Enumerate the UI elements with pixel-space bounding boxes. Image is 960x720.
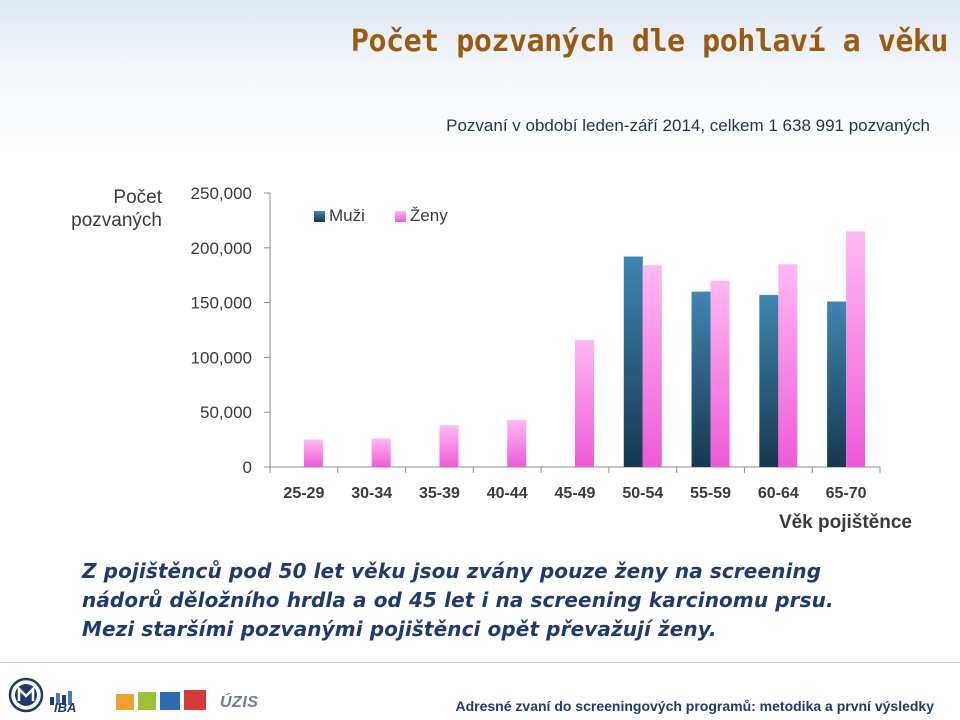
x-axis: 25-29 30-34 35-39 40-44 45-49 50-54 55-59 60-64…	[269, 466, 881, 502]
bar-men	[691, 291, 711, 467]
bar-chart: 0 50,000 100,000 150,000 200,000 250,000 25-2…	[191, 184, 881, 502]
bar-women	[642, 265, 662, 467]
y-axis: 0 50,000 100,000 150,000 200,000 250,000	[191, 184, 271, 477]
footer-divider	[0, 662, 960, 663]
legend-label-men: Muži	[329, 206, 365, 225]
legend-item-women: Ženy	[394, 206, 448, 226]
x-tick-label: 45-49	[555, 485, 596, 502]
bar-women	[575, 339, 594, 467]
legend-swatch-women	[394, 210, 406, 222]
x-tick-label: 35-39	[419, 485, 460, 502]
bar-women	[846, 231, 866, 467]
x-tick-label: 65-70	[826, 485, 867, 502]
x-tick-label: 40-44	[487, 485, 528, 502]
legend-label-women: Ženy	[409, 206, 448, 225]
bar-women	[710, 280, 730, 467]
footer-caption: Adresné zvaní do screeningových programů…	[455, 698, 935, 714]
x-tick-label: 30-34	[351, 485, 392, 502]
bar-men	[827, 301, 847, 467]
y-tick-label: 250,000	[191, 184, 252, 203]
commentary-line: nádorů děložního hrdla a od 45 let i na …	[82, 588, 834, 612]
y-axis-label: Počet pozvaných	[71, 187, 162, 231]
x-tick-label: 25-29	[283, 485, 324, 502]
bar-men	[759, 294, 779, 467]
slide-footer: IBA ÚZIS Adresné zvaní do screeningových…	[0, 662, 960, 720]
legend-item-men: Muži	[314, 206, 365, 226]
y-tick-label: 100,000	[191, 348, 252, 367]
chart-subtitle: Pozvaní v období leden-září 2014, celkem…	[446, 116, 930, 135]
iba-logo-icon	[50, 691, 72, 705]
x-tick-label: 50-54	[622, 485, 663, 502]
bar-women	[371, 438, 391, 467]
y-tick-label: 150,000	[191, 294, 252, 313]
y-tick-label: 50,000	[200, 403, 252, 422]
bar-women	[303, 439, 323, 467]
chart-legend: Muži Ženy	[314, 206, 448, 226]
bars	[303, 231, 866, 467]
university-seal-icon	[8, 677, 44, 713]
bar-women	[507, 419, 527, 467]
partner-logos-icon	[116, 690, 206, 710]
bar-women	[439, 425, 459, 467]
x-tick-label: 55-59	[690, 485, 731, 502]
y-tick-label: 0	[243, 458, 252, 477]
commentary-line: Z pojištěnců pod 50 let věku jsou zvány …	[82, 559, 822, 583]
bar-men	[623, 256, 643, 467]
y-tick-label: 200,000	[191, 239, 252, 258]
commentary-text: Z pojištěnců pod 50 let věku jsou zvány …	[82, 557, 942, 644]
iba-logo-text: IBA	[54, 700, 77, 715]
x-tick-label: 60-64	[758, 485, 799, 502]
bar-women	[778, 264, 798, 467]
uzis-logo-text: ÚZIS	[220, 694, 259, 711]
commentary-line: Mezi staršími pozvanými pojištěnci opět …	[82, 617, 717, 641]
slide-title: Počet pozvaných dle pohlaví a věku	[350, 24, 949, 59]
x-axis-label: Věk pojištěnce	[778, 512, 912, 533]
legend-swatch-men	[314, 210, 325, 222]
